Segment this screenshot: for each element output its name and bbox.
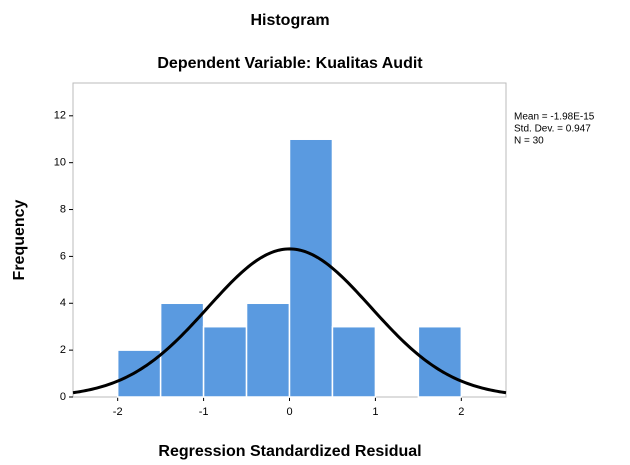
- normal-curve: [72, 247, 507, 395]
- bar: [202, 325, 248, 398]
- y-tick-label: 0: [60, 391, 66, 403]
- y-tick-label: 10: [54, 157, 66, 169]
- stat-label: N = 30: [514, 136, 544, 147]
- y-tick-label: 2: [60, 344, 66, 356]
- stat-label: Mean = -1.98E-15: [514, 112, 595, 123]
- chart-title: Histogram: [250, 12, 329, 29]
- x-tick-label: 1: [372, 406, 378, 418]
- x-tick-label: 2: [458, 406, 464, 418]
- chart-subtitle: Dependent Variable: Kualitas Audit: [157, 55, 423, 72]
- x-tick-label: -2: [113, 406, 123, 418]
- bar: [116, 349, 162, 398]
- bar: [331, 325, 377, 398]
- y-tick-label: 8: [60, 203, 66, 215]
- y-tick-label: 6: [60, 250, 66, 262]
- bar: [245, 302, 291, 398]
- stat-label: Std. Dev. = 0.947: [514, 124, 591, 135]
- bar: [417, 325, 463, 398]
- x-tick-label: -1: [199, 406, 209, 418]
- x-tick-label: 0: [286, 406, 292, 418]
- y-tick-label: 12: [54, 110, 66, 122]
- y-axis-label: Frequency: [11, 199, 28, 280]
- y-tick-label: 4: [60, 297, 66, 309]
- x-axis-label: Regression Standardized Residual: [158, 443, 421, 460]
- bar: [288, 138, 334, 398]
